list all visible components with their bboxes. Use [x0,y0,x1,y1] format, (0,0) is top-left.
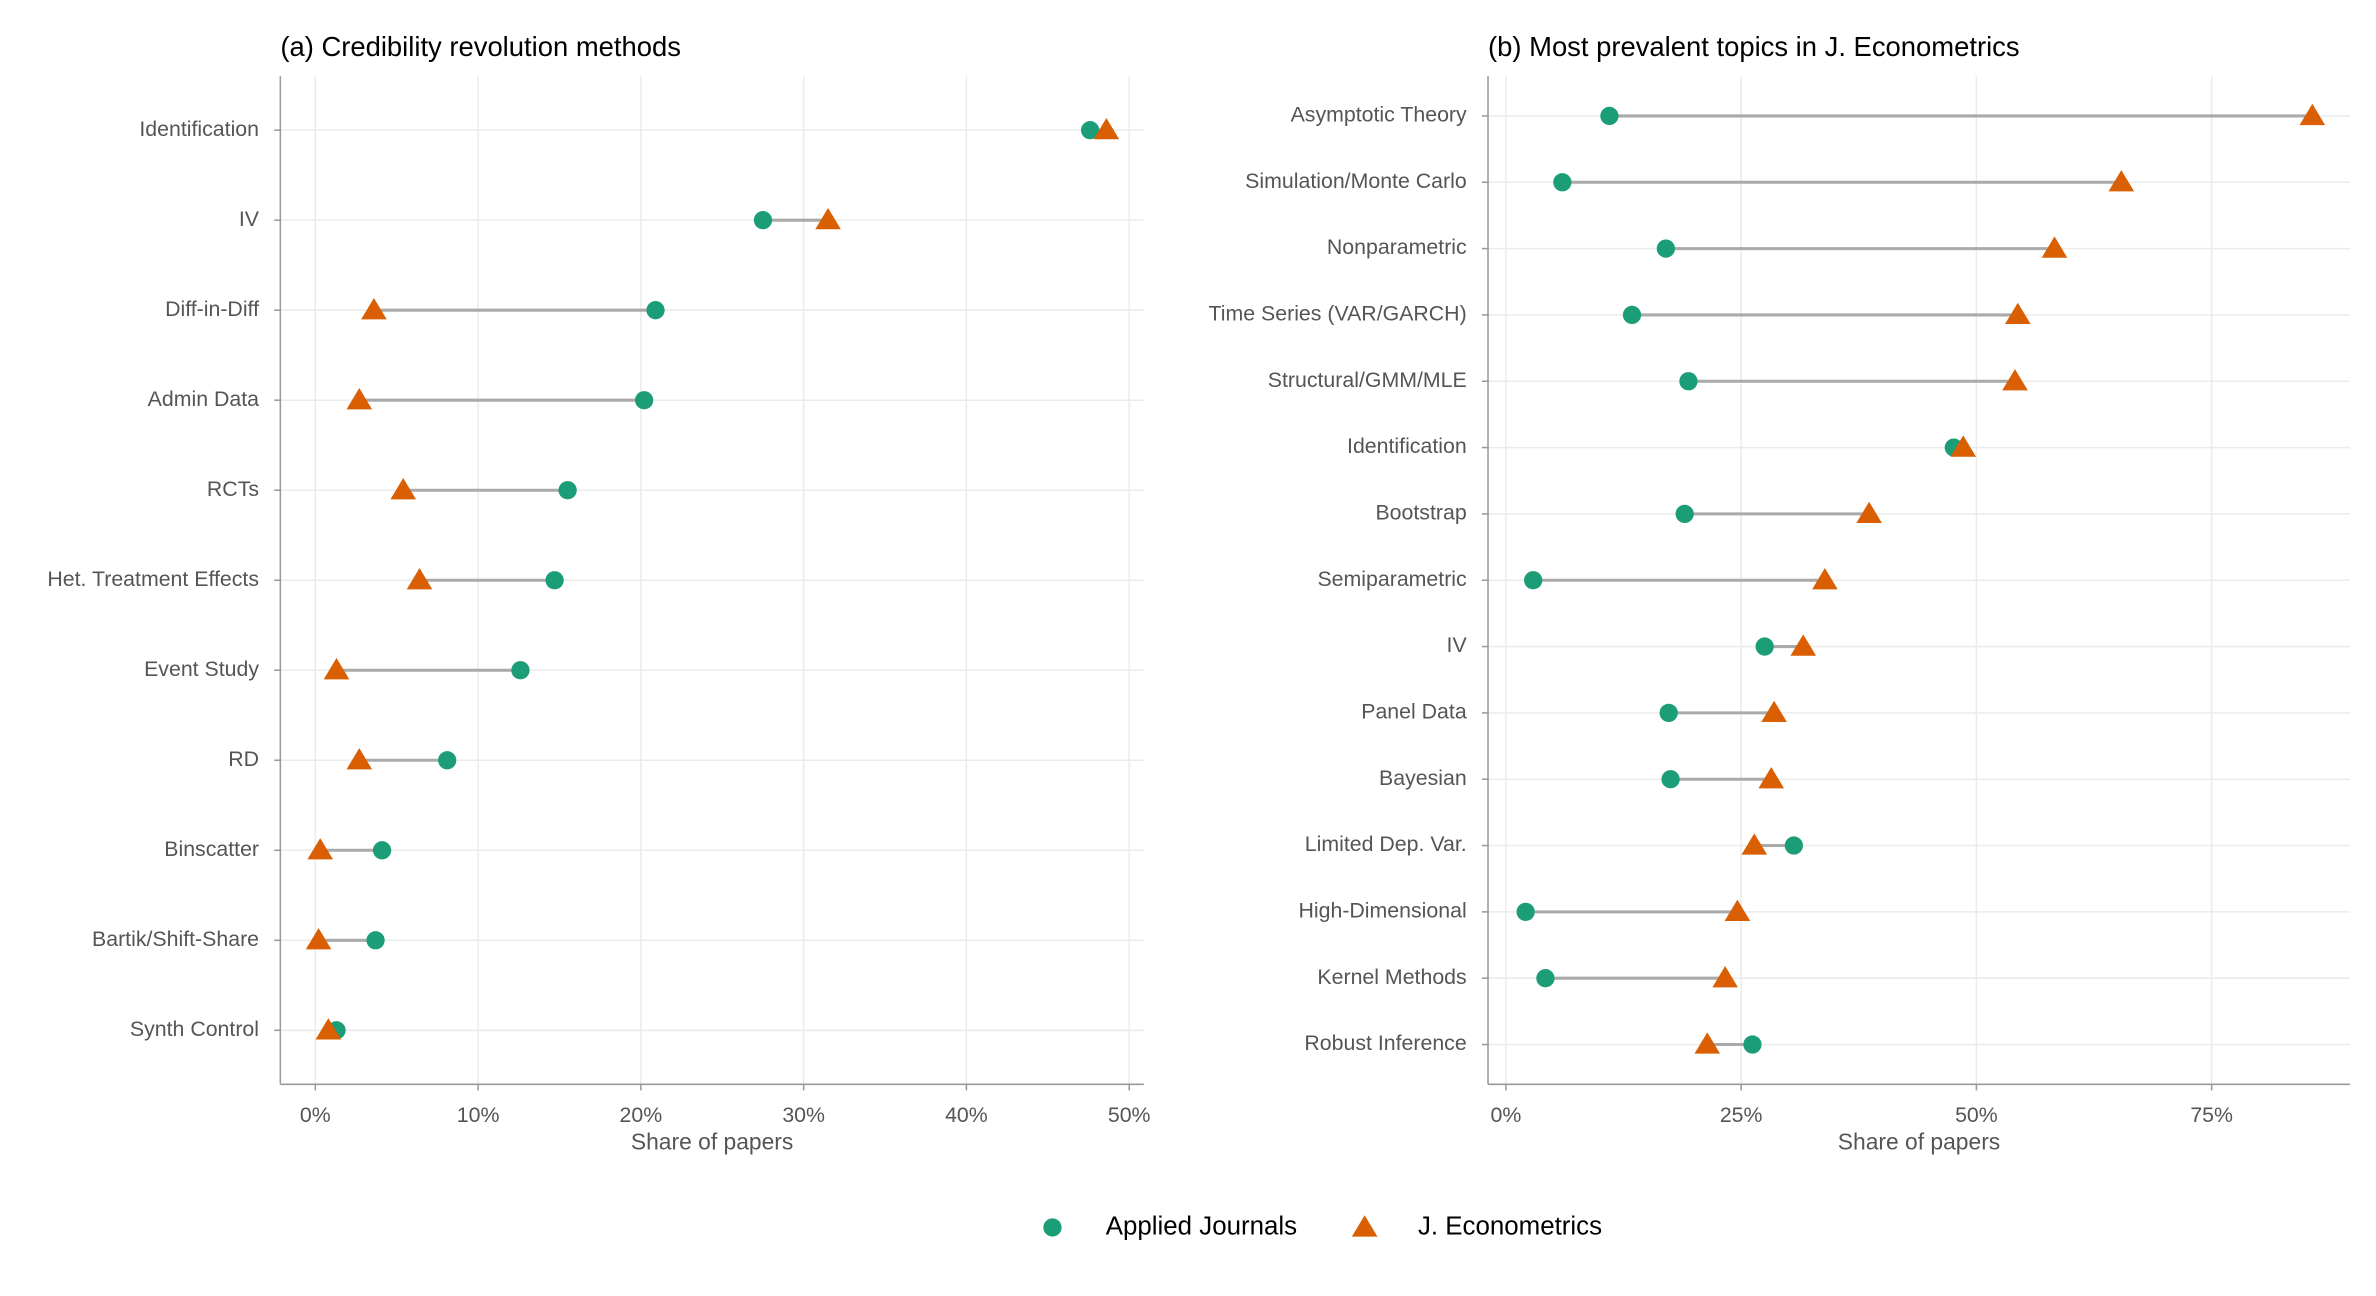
panel-title: (a) Credibility revolution methods [280,31,681,62]
y-tick-label: Semiparametric [1317,567,1467,591]
point [390,478,417,500]
x-axis-label: Share of papers [1838,1129,2000,1155]
y-tick-label: Robust Inference [1304,1031,1466,1055]
y-tick-label: IV [239,207,260,231]
y-tick-label: Time Series (VAR/GARCH) [1209,302,1467,326]
y-tick-label: Event Study [144,657,259,681]
point [545,571,564,590]
point [307,838,334,860]
x-tick-label: 75% [2190,1103,2233,1127]
point [315,1018,342,1040]
point [1761,700,1787,723]
point [1679,372,1698,391]
point [2005,302,2031,325]
point [1659,703,1678,723]
point [634,391,654,410]
legend-label: J. Econometrics [1418,1212,1602,1240]
y-tick-label: RD [228,747,259,771]
x-tick-label: 10% [457,1103,500,1127]
point [558,481,577,500]
y-tick-label: Het. Treatment Effects [47,567,259,591]
point [511,661,530,680]
point [1661,770,1680,789]
point [1656,239,1676,258]
point [2002,369,2028,391]
point [1524,571,1543,590]
point [1622,305,1642,325]
point [1694,1032,1721,1054]
x-tick-label: 0% [1490,1103,1521,1127]
point [305,928,332,950]
point [1712,966,1738,988]
point [346,388,373,410]
point [1743,1035,1762,1054]
point [2299,103,2326,126]
point [646,301,665,320]
y-tick-label: Bayesian [1379,766,1467,790]
point [323,658,350,680]
point [1516,902,1535,922]
point [1724,899,1751,922]
point [1536,969,1555,988]
point [1093,117,1120,140]
point [406,568,433,590]
y-tick-label: Binscatter [164,837,259,861]
point [1758,767,1785,789]
point [1812,568,1838,590]
point [753,211,773,230]
point [366,931,385,950]
y-tick-label: Diff-in-Diff [165,297,259,321]
point [372,841,392,860]
y-tick-label: Bartik/Shift-Share [92,927,259,951]
y-tick-label: Asymptotic Theory [1291,103,1467,127]
point [815,207,841,230]
point [1600,106,1619,126]
y-tick-label: Admin Data [148,387,259,411]
point [1950,435,1977,457]
point [361,298,387,320]
x-axis-label: Share of papers [631,1129,793,1155]
x-tick-label: 20% [620,1103,663,1127]
panel-title: (b) Most prevalent topics in J. Economet… [1488,31,2020,62]
y-tick-label: Identification [139,117,259,141]
point [1553,173,1572,192]
point [1856,501,1882,524]
y-tick-label: Panel Data [1361,700,1467,724]
x-tick-label: 50% [1108,1103,1151,1127]
x-tick-label: 0% [300,1103,331,1127]
y-tick-label: Limited Dep. Var. [1305,832,1467,856]
x-tick-label: 40% [945,1103,988,1127]
y-tick-label: Synth Control [130,1017,259,1041]
y-tick-label: RCTs [207,477,259,501]
y-tick-label: Identification [1347,434,1467,458]
y-tick-label: Kernel Methods [1317,965,1466,989]
y-tick-label: Bootstrap [1375,501,1466,525]
point [1755,637,1774,656]
x-tick-label: 50% [1955,1103,1998,1127]
legend-marker [1351,1215,1378,1237]
legend-label: Applied Journals [1106,1212,1297,1240]
point [1675,504,1694,524]
y-tick-label: Nonparametric [1327,235,1467,259]
point [1741,833,1768,855]
point [2108,170,2135,192]
point [346,748,373,770]
y-tick-label: High-Dimensional [1298,898,1466,922]
y-tick-label: IV [1447,633,1468,657]
y-tick-label: Structural/GMM/MLE [1268,368,1467,392]
point [1790,634,1817,656]
point [438,751,457,770]
y-tick-label: Simulation/Monte Carlo [1245,169,1467,193]
legend-marker [1043,1218,1062,1237]
x-tick-label: 25% [1720,1103,1763,1127]
point [1784,836,1803,855]
point [1080,121,1100,140]
point [2041,236,2068,258]
x-tick-label: 30% [782,1103,825,1127]
